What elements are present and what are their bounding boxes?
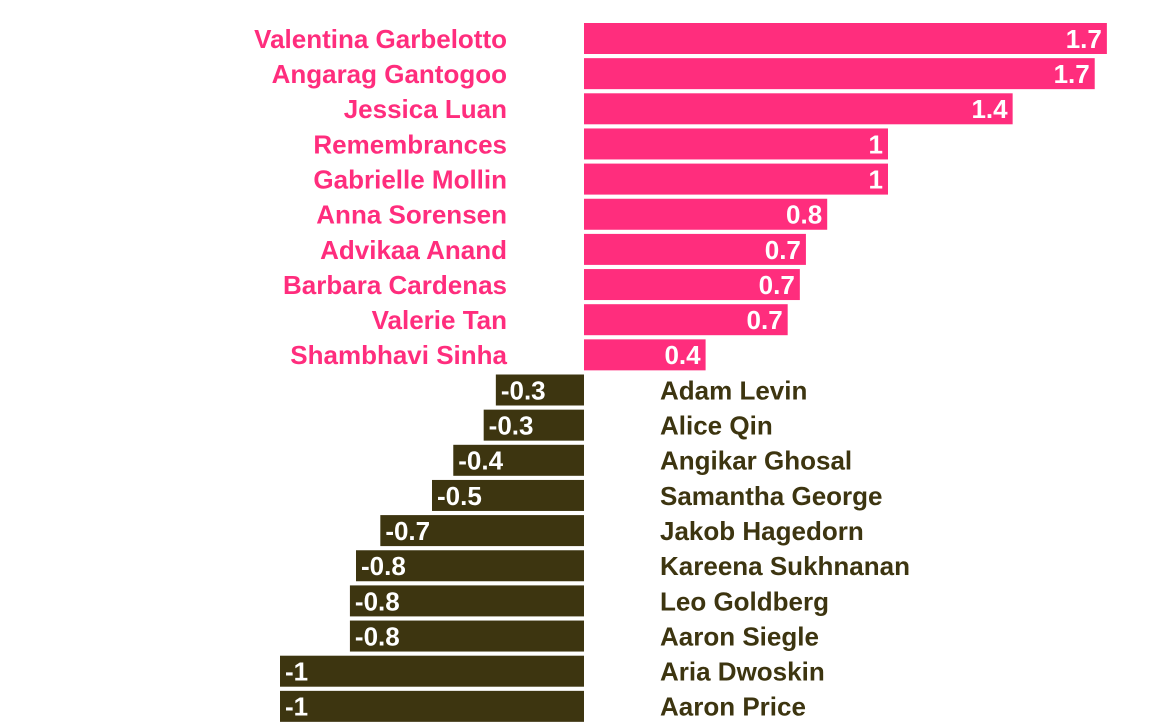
value-label: -0.5 — [437, 481, 482, 511]
value-label: 1 — [869, 164, 883, 194]
value-label: 1.4 — [971, 94, 1008, 124]
value-label: 1.7 — [1066, 24, 1102, 54]
bar — [584, 269, 800, 301]
value-label: -1 — [285, 657, 308, 687]
value-label: 0.7 — [765, 235, 801, 265]
value-label: 0.4 — [664, 340, 701, 370]
value-label: -0.7 — [385, 516, 430, 546]
category-label: Angikar Ghosal — [660, 446, 852, 476]
bar — [584, 339, 706, 371]
bar — [356, 550, 584, 582]
category-label: Remembrances — [313, 129, 507, 159]
value-label: -0.8 — [355, 586, 400, 616]
category-label: Gabrielle Mollin — [313, 164, 507, 194]
bar — [432, 479, 584, 511]
value-label: 1 — [869, 129, 883, 159]
value-label: -0.3 — [501, 375, 546, 405]
bar — [584, 23, 1107, 54]
bar — [584, 58, 1095, 90]
value-label: 0.7 — [759, 270, 795, 300]
bar — [495, 374, 584, 406]
bar — [584, 93, 1013, 125]
category-label: Advikaa Anand — [320, 235, 507, 265]
bar — [349, 585, 584, 617]
value-label: -0.3 — [489, 411, 534, 441]
value-label: 0.8 — [786, 200, 822, 230]
category-label: Aaron Price — [660, 692, 806, 722]
category-label: Kareena Sukhnanan — [660, 551, 910, 581]
category-label: Aaron Siegle — [660, 621, 819, 651]
category-label: Valentina Garbelotto — [254, 24, 507, 54]
value-label: 0.7 — [747, 305, 783, 335]
category-label: Angarag Gantogoo — [272, 59, 507, 89]
value-label: -0.8 — [361, 551, 406, 581]
value-label: -1 — [285, 692, 308, 722]
bar — [584, 304, 788, 336]
bar — [584, 233, 806, 265]
category-label: Aria Dwoskin — [660, 657, 825, 687]
value-label: -0.8 — [355, 621, 400, 651]
value-label: 1.7 — [1054, 59, 1090, 89]
category-label: Jakob Hagedorn — [660, 516, 864, 546]
value-label: -0.4 — [458, 446, 503, 476]
bar — [453, 444, 584, 476]
category-label: Jessica Luan — [344, 94, 507, 124]
bar — [584, 198, 828, 230]
bar — [349, 620, 584, 652]
category-label: Alice Qin — [660, 411, 773, 441]
bar — [584, 128, 888, 160]
bar — [380, 515, 584, 547]
category-label: Samantha George — [660, 481, 883, 511]
category-label: Valerie Tan — [372, 305, 507, 335]
category-label: Barbara Cardenas — [283, 270, 507, 300]
bar — [280, 655, 584, 687]
category-label: Anna Sorensen — [316, 200, 507, 230]
bar — [483, 409, 584, 441]
category-label: Shambhavi Sinha — [290, 340, 507, 370]
category-label: Leo Goldberg — [660, 586, 829, 616]
bar — [584, 163, 888, 195]
category-label: Adam Levin — [660, 375, 807, 405]
bar — [280, 690, 584, 722]
